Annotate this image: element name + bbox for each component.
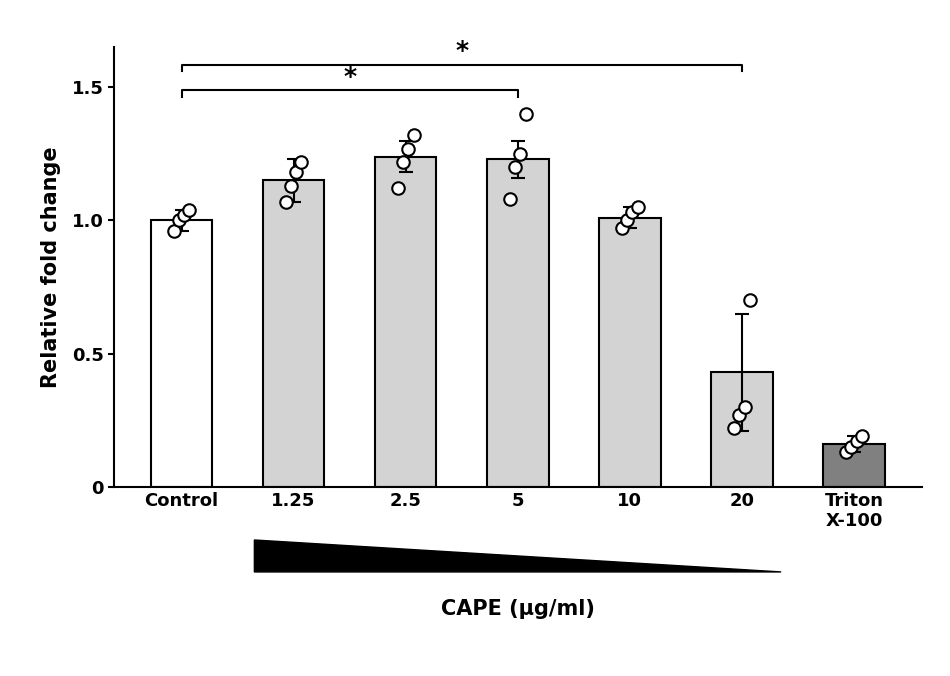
Bar	[151, 220, 213, 487]
Polygon shape	[255, 540, 781, 572]
Y-axis label: Relative fold change: Relative fold change	[41, 146, 61, 388]
Text: CAPE (μg/ml): CAPE (μg/ml)	[441, 598, 595, 619]
Bar	[375, 157, 436, 487]
Bar	[712, 372, 772, 487]
Text: *: *	[343, 65, 356, 89]
Bar	[599, 218, 660, 487]
Bar	[487, 159, 548, 487]
Text: *: *	[455, 39, 468, 64]
Bar	[823, 444, 884, 487]
Bar	[263, 180, 324, 487]
